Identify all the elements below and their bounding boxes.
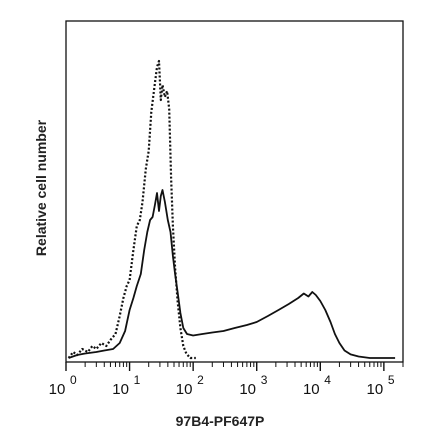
- x-tick-label: 10: [367, 381, 384, 398]
- x-tick-label: 10: [49, 381, 66, 398]
- y-axis-title: Relative cell number: [33, 119, 49, 256]
- x-tick-label: 10: [239, 381, 256, 398]
- x-tick-label: 10: [303, 381, 320, 398]
- histogram-line-dotted: [67, 59, 196, 360]
- x-tick-exponent: 1: [134, 373, 141, 387]
- histogram-line-solid: [68, 189, 396, 359]
- x-tick-exponent: 5: [388, 373, 395, 387]
- x-tick-exponent: 0: [70, 373, 77, 387]
- x-tick-exponent: 4: [324, 373, 331, 387]
- x-tick-exponent: 2: [197, 373, 204, 387]
- x-tick-label: 10: [112, 381, 129, 398]
- x-axis-title: 97B4-PF647P: [176, 413, 265, 429]
- plot-frame: [65, 20, 404, 363]
- series-layer: [67, 59, 396, 360]
- x-tick-exponent: 3: [261, 373, 268, 387]
- x-axis-ticks: 10 0 10 1 10 2 10 3 10 4 10 5: [49, 362, 404, 398]
- x-tick-label: 10: [176, 381, 193, 398]
